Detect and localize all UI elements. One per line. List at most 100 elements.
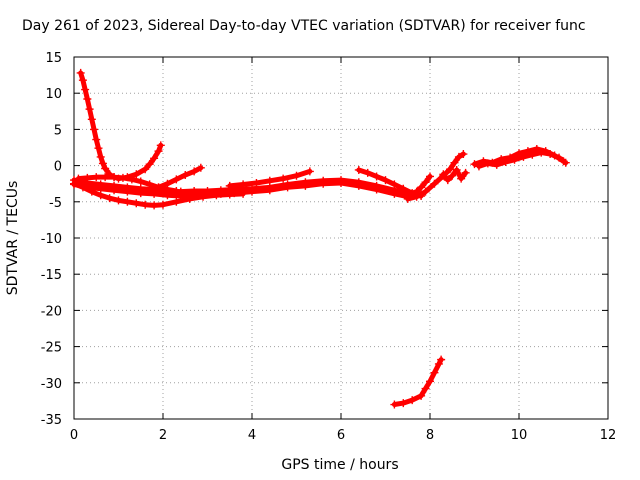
series-track-5	[76, 68, 165, 183]
data-point	[454, 152, 463, 161]
data-point	[81, 85, 90, 94]
data-point	[110, 186, 119, 195]
data-point	[136, 189, 145, 198]
data-point	[172, 186, 181, 195]
data-point	[212, 191, 221, 200]
data-point	[537, 148, 546, 157]
data-point	[434, 359, 443, 368]
data-point	[421, 187, 430, 196]
data-point	[448, 171, 457, 180]
data-point	[561, 158, 570, 167]
data-point	[92, 173, 101, 182]
data-point	[90, 125, 99, 134]
data-point	[150, 154, 159, 163]
grid-lines	[74, 57, 608, 419]
data-marks	[70, 68, 570, 409]
series-trace	[78, 70, 164, 182]
data-point	[87, 187, 96, 196]
data-point	[154, 183, 163, 192]
data-point	[172, 197, 181, 206]
x-tick-label: 8	[426, 428, 434, 443]
data-point	[141, 165, 150, 174]
data-point	[292, 171, 301, 180]
data-point	[265, 176, 274, 185]
data-point	[417, 391, 426, 400]
x-tick-label: 10	[511, 428, 528, 443]
data-point	[145, 160, 154, 169]
data-point	[96, 152, 105, 161]
data-point	[76, 68, 85, 77]
data-point	[519, 152, 528, 161]
series-track-6	[154, 163, 205, 192]
data-point	[239, 189, 248, 198]
data-point	[483, 159, 492, 168]
data-point	[390, 180, 399, 189]
y-axis-label: SDTVAR / TECUs	[5, 180, 21, 296]
data-point	[354, 165, 363, 174]
data-point	[283, 183, 292, 192]
data-point	[114, 174, 123, 183]
data-point	[399, 399, 408, 408]
y-tick-label: -35	[41, 413, 62, 428]
series-trace	[391, 357, 444, 408]
data-point	[101, 173, 110, 182]
data-point	[446, 165, 455, 174]
data-point	[417, 183, 426, 192]
data-point	[105, 194, 114, 203]
x-tick-label: 2	[159, 428, 167, 443]
data-point	[372, 185, 381, 194]
data-point	[452, 165, 461, 174]
data-point	[110, 173, 119, 182]
data-point	[390, 189, 399, 198]
data-point	[430, 179, 439, 188]
data-point	[172, 175, 181, 184]
data-point	[94, 144, 103, 153]
data-point	[190, 167, 199, 176]
data-point	[546, 150, 555, 159]
data-point	[159, 200, 167, 209]
axis-ticks: 0 2 4 6 8 10 12 15 10 5 0 -5 -10 -15 -20 -25 -30 -35	[41, 51, 617, 443]
data-point	[70, 179, 78, 188]
data-point	[319, 179, 328, 188]
data-point	[83, 173, 92, 182]
data-point	[301, 181, 310, 190]
data-point	[141, 200, 150, 209]
series-track-8	[354, 165, 434, 198]
data-point	[145, 180, 154, 189]
data-point	[78, 183, 87, 192]
data-point	[528, 150, 537, 159]
x-tick-label: 0	[70, 428, 78, 443]
data-point	[337, 178, 345, 187]
chart-title: Day 261 of 2023, Sidereal Day-to-day VTE…	[22, 18, 586, 34]
y-tick-label: 0	[54, 160, 62, 175]
data-point	[474, 162, 483, 171]
data-point	[439, 170, 448, 179]
data-point	[105, 170, 114, 179]
data-point	[443, 176, 452, 185]
data-point	[470, 160, 479, 169]
data-point	[96, 191, 105, 200]
data-point	[98, 159, 107, 168]
data-point	[555, 153, 564, 162]
data-point	[248, 187, 256, 196]
data-point	[83, 94, 92, 103]
series-trace	[440, 167, 469, 183]
data-point	[461, 168, 470, 177]
data-point	[114, 196, 123, 205]
series-track-12	[474, 148, 570, 171]
data-point	[132, 170, 141, 179]
y-tick-label: 10	[45, 87, 62, 102]
y-tick-label: -30	[41, 377, 62, 392]
data-point	[78, 76, 87, 85]
data-point	[225, 181, 234, 190]
data-point	[412, 192, 421, 201]
data-point	[123, 197, 132, 206]
y-tick-label: -15	[41, 268, 62, 283]
data-point	[163, 179, 172, 188]
x-tick-label: 4	[248, 428, 256, 443]
data-point	[252, 178, 261, 187]
y-tick-label: -5	[49, 196, 62, 211]
data-point	[363, 168, 372, 177]
data-point	[305, 167, 314, 176]
